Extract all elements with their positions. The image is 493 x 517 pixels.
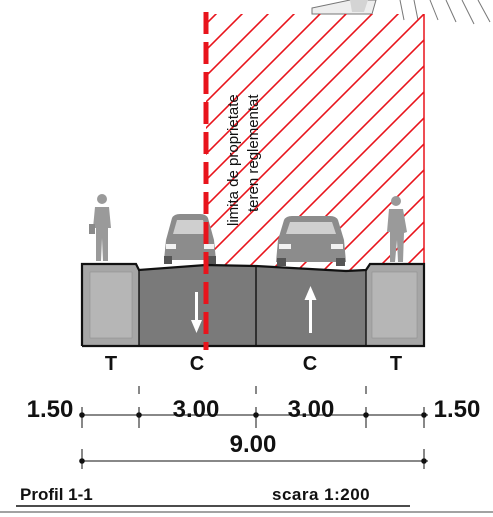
- hatch-line: [476, 0, 493, 300]
- hatch-line: [206, 14, 335, 271]
- car-left-icon: [164, 214, 216, 264]
- hatch-line: [206, 14, 283, 271]
- hatch-line: [397, 14, 424, 271]
- pedestrian-right-icon: [387, 196, 407, 262]
- lane-label-left-carriageway: C: [190, 353, 204, 375]
- lane-label-right-carriageway: C: [303, 353, 317, 375]
- hatch-line: [206, 14, 309, 271]
- hatch-line: [206, 14, 424, 271]
- profile-title: Profil 1-1: [20, 485, 93, 504]
- arrow-up-icon: [304, 286, 317, 333]
- dimension-sidewalk-left: 1.50: [27, 396, 74, 423]
- hatch-line: [206, 14, 387, 271]
- dimension-sidewalk-right: 1.50: [434, 396, 481, 423]
- hatch-line: [206, 14, 424, 271]
- street-cross-section: [80, 262, 426, 348]
- dimension-lane-right: 3.00: [288, 396, 335, 423]
- dimension-lane-left: 3.00: [173, 396, 220, 423]
- hatch-line: [319, 14, 424, 271]
- hatch-line: [371, 14, 424, 271]
- lane-label-right-sidewalk: T: [390, 353, 402, 375]
- hatch-line: [206, 14, 361, 271]
- hatch-line: [423, 14, 424, 271]
- lane-label-left-sidewalk: T: [105, 353, 117, 375]
- scale-label: scara 1:200: [272, 485, 370, 504]
- property-line-label: limita de proprietate teren reglementat: [225, 94, 262, 226]
- dimension-total: 9.00: [230, 431, 277, 458]
- pedestrian-left-icon: [89, 194, 111, 261]
- property-limit-text: limita de proprietate: [225, 94, 242, 226]
- dimension-dots: [79, 412, 427, 464]
- regulated-land-text: teren reglementat: [245, 94, 262, 212]
- hatch-line: [206, 14, 413, 271]
- hatch-line: [450, 0, 493, 300]
- building-fragment: [311, 0, 491, 25]
- hatch-line: [215, 14, 424, 271]
- hatch-line: [206, 14, 257, 271]
- arrow-down-icon: [191, 292, 202, 333]
- car-right-icon: [276, 216, 346, 266]
